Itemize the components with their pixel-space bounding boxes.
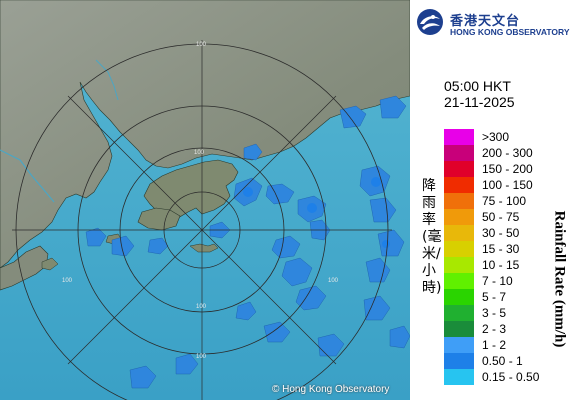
legend-label: 0.15 - 0.50 bbox=[482, 370, 540, 384]
info-panel: 香港天文台 HONG KONG OBSERVATORY 05:00 HKT 21… bbox=[410, 0, 577, 400]
legend-item: 0.15 - 0.50 bbox=[444, 369, 564, 385]
legend-label: >300 bbox=[482, 130, 510, 144]
copyright-text: © Hong Kong Observatory bbox=[272, 384, 390, 395]
legend-item: 5 - 7 bbox=[444, 289, 564, 305]
legend-item: 3 - 5 bbox=[444, 305, 564, 321]
legend-label: 0.50 - 1 bbox=[482, 354, 523, 368]
island bbox=[189, 243, 219, 253]
legend-swatch bbox=[444, 289, 474, 305]
legend-swatch bbox=[444, 177, 474, 193]
legend-item: 7 - 10 bbox=[444, 273, 564, 289]
timestamp-time: 05:00 HKT bbox=[444, 78, 511, 94]
island bbox=[41, 257, 59, 271]
org-name-en: HONG KONG OBSERVATORY bbox=[450, 27, 570, 37]
range-spokes bbox=[12, 40, 392, 400]
river bbox=[95, 59, 119, 101]
legend-label: 150 - 200 bbox=[482, 162, 533, 176]
hko-logo[interactable]: 香港天文台 HONG KONG OBSERVATORY bbox=[416, 6, 576, 40]
legend-label: 2 - 3 bbox=[482, 322, 507, 336]
legend-swatch bbox=[444, 321, 474, 337]
legend-item: 1 - 2 bbox=[444, 337, 564, 353]
ring-label: 100 bbox=[196, 42, 207, 48]
radar-map-canvas: 100 100 100 100 100 100 bbox=[0, 0, 410, 400]
legend-label: 10 - 15 bbox=[482, 258, 520, 272]
legend-item: 200 - 300 bbox=[444, 145, 564, 161]
legend-title-en: Rainfall Rate (mm/h) bbox=[551, 210, 568, 348]
river bbox=[0, 149, 55, 203]
legend-label: 100 - 150 bbox=[482, 178, 533, 192]
ring-label: 100 bbox=[196, 304, 207, 310]
radar-echoes bbox=[85, 95, 410, 389]
legend-item: 75 - 100 bbox=[444, 193, 564, 209]
legend-swatch bbox=[444, 225, 474, 241]
ring-label: 100 bbox=[62, 278, 73, 284]
legend-label: 5 - 7 bbox=[482, 290, 507, 304]
legend-item: 50 - 75 bbox=[444, 209, 564, 225]
legend-swatch bbox=[444, 257, 474, 273]
legend-label: 3 - 5 bbox=[482, 306, 507, 320]
lantau-island bbox=[137, 207, 181, 231]
radar-map[interactable]: 100 100 100 100 100 100 © Hong Kong Obse… bbox=[0, 0, 410, 400]
legend-swatch bbox=[444, 305, 474, 321]
legend-label: 75 - 100 bbox=[482, 194, 527, 208]
legend-swatch bbox=[444, 353, 474, 369]
rainfall-legend: >300 200 - 300 150 - 200 100 - 150 75 - 100 5… bbox=[444, 129, 564, 385]
legend-item: 30 - 50 bbox=[444, 225, 564, 241]
legend-swatch bbox=[444, 209, 474, 225]
legend-label: 50 - 75 bbox=[482, 210, 520, 224]
legend-item: 150 - 200 bbox=[444, 161, 564, 177]
legend-title-en-wrap: Rainfall Rate (mm/h) bbox=[544, 184, 574, 374]
legend-swatch bbox=[444, 161, 474, 177]
timestamp-date: 21-11-2025 bbox=[444, 94, 515, 110]
legend-swatch bbox=[444, 145, 474, 161]
legend-item: 100 - 150 bbox=[444, 177, 564, 193]
hko-logo-icon bbox=[417, 9, 443, 35]
ring-label: 100 bbox=[194, 150, 205, 156]
legend-swatch bbox=[444, 273, 474, 289]
legend-item: 15 - 30 bbox=[444, 241, 564, 257]
legend-title-zh: 降雨率(毫米/小時) bbox=[422, 178, 442, 296]
legend-item: 0.50 - 1 bbox=[444, 353, 564, 369]
legend-swatch bbox=[444, 241, 474, 257]
legend-label: 7 - 10 bbox=[482, 274, 513, 288]
legend-item: 10 - 15 bbox=[444, 257, 564, 273]
legend-item: >300 bbox=[444, 129, 564, 145]
legend-label: 1 - 2 bbox=[482, 338, 507, 352]
legend-label: 15 - 30 bbox=[482, 242, 520, 256]
legend-item: 2 - 3 bbox=[444, 321, 564, 337]
range-ring-labels: 100 100 100 100 100 100 bbox=[62, 42, 339, 360]
legend-swatch bbox=[444, 129, 474, 145]
legend-swatch bbox=[444, 193, 474, 209]
legend-swatch bbox=[444, 337, 474, 353]
legend-swatch bbox=[444, 369, 474, 385]
ring-label: 100 bbox=[196, 354, 207, 360]
ring-label: 100 bbox=[328, 278, 339, 284]
org-name-zh: 香港天文台 bbox=[450, 14, 521, 29]
legend-label: 30 - 50 bbox=[482, 226, 520, 240]
legend-label: 200 - 300 bbox=[482, 146, 533, 160]
